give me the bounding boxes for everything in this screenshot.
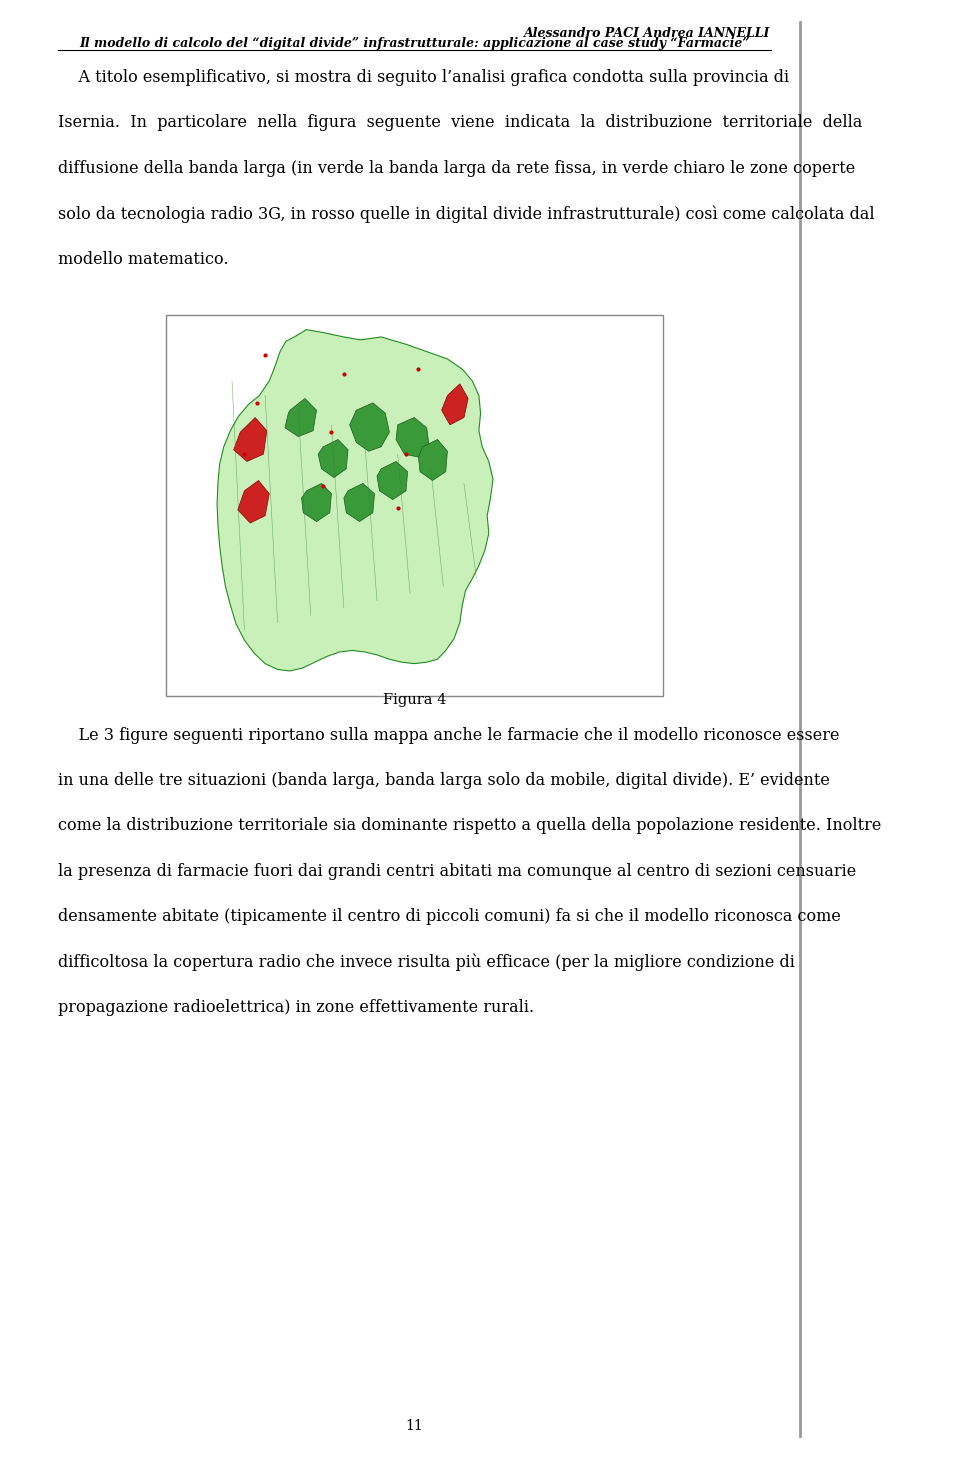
Polygon shape (285, 398, 317, 437)
Text: modello matematico.: modello matematico. (58, 251, 228, 268)
Polygon shape (377, 461, 408, 500)
Text: in una delle tre situazioni (banda larga, banda larga solo da mobile, digital di: in una delle tre situazioni (banda larga… (58, 772, 829, 790)
Polygon shape (419, 440, 447, 481)
Text: densamente abitate (tipicamente il centro di piccoli comuni) fa si che il modell: densamente abitate (tipicamente il centr… (58, 908, 841, 926)
Polygon shape (301, 483, 331, 522)
Polygon shape (238, 481, 269, 523)
Polygon shape (349, 403, 390, 451)
Polygon shape (233, 418, 267, 461)
Text: Figura 4: Figura 4 (383, 693, 446, 708)
Text: propagazione radioelettrica) in zone effettivamente rurali.: propagazione radioelettrica) in zone eff… (58, 999, 534, 1017)
Text: la presenza di farmacie fuori dai grandi centri abitati ma comunque al centro di: la presenza di farmacie fuori dai grandi… (58, 863, 856, 880)
Polygon shape (318, 440, 348, 478)
Text: come la distribuzione territoriale sia dominante rispetto a quella della popolaz: come la distribuzione territoriale sia d… (58, 817, 881, 835)
Text: difficoltosa la copertura radio che invece risulta più efficace (per la migliore: difficoltosa la copertura radio che inve… (58, 954, 795, 971)
Polygon shape (396, 418, 429, 457)
Polygon shape (442, 384, 468, 425)
Text: Alessandro PACI Andrea IANNELLI: Alessandro PACI Andrea IANNELLI (524, 28, 771, 40)
Polygon shape (217, 330, 493, 671)
Polygon shape (344, 483, 374, 522)
Text: Isernia.  In  particolare  nella  figura  seguente  viene  indicata  la  distrib: Isernia. In particolare nella figura seg… (58, 114, 862, 132)
Text: 11: 11 (405, 1418, 423, 1433)
Text: solo da tecnologia radio 3G, in rosso quelle in digital divide infrastrutturale): solo da tecnologia radio 3G, in rosso qu… (58, 205, 875, 223)
Text: diffusione della banda larga (in verde la banda larga da rete fissa, in verde ch: diffusione della banda larga (in verde l… (58, 160, 855, 177)
Text: A titolo esemplificativo, si mostra di seguito l’analisi grafica condotta sulla : A titolo esemplificativo, si mostra di s… (58, 69, 789, 86)
Text: Il modello di calcolo del “digital divide” infrastrutturale: applicazione al cas: Il modello di calcolo del “digital divid… (79, 38, 750, 50)
Text: Le 3 figure seguenti riportano sulla mappa anche le farmacie che il modello rico: Le 3 figure seguenti riportano sulla map… (58, 727, 839, 744)
